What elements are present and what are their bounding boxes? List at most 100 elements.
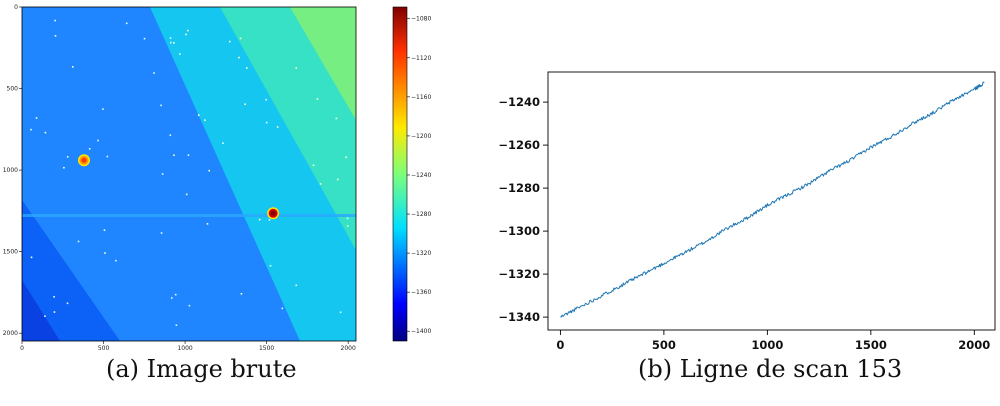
noise-speck	[44, 131, 47, 134]
noise-speck	[316, 98, 319, 100]
heatmap-y-tick-label: 500	[7, 86, 19, 93]
noise-speck	[238, 56, 240, 59]
noise-speck	[169, 134, 172, 137]
noise-speck	[53, 295, 55, 298]
noise-speck	[30, 128, 32, 131]
noise-speck	[175, 324, 178, 326]
colorbar-tick-label: −1280	[411, 211, 431, 218]
scan-line-series	[560, 81, 985, 318]
noise-speck	[30, 256, 33, 259]
colorbar-tick-label: −1200	[411, 133, 431, 140]
noise-speck	[104, 252, 106, 254]
line-y-tick-label: −1320	[498, 267, 540, 281]
noise-speck	[170, 41, 172, 44]
colorbar-tick-label: −1120	[411, 55, 431, 62]
noise-speck	[169, 37, 172, 39]
heatmap-panel: 0 500 1000 1500 2000 0 500 1000 1500 2000	[3, 4, 357, 352]
noise-speck	[222, 142, 224, 144]
noise-speck	[161, 173, 164, 175]
heatmap-y-tick-label: 1500	[3, 249, 18, 256]
noise-speck	[276, 126, 279, 128]
caption-b: (b) Ligne de scan 153	[638, 355, 903, 383]
noise-speck	[228, 40, 231, 43]
noise-speck	[179, 53, 181, 55]
noise-speck	[66, 156, 69, 158]
heatmap-x-tick-label: 0	[20, 345, 24, 352]
noise-speck	[240, 293, 243, 295]
noise-speck	[244, 103, 246, 106]
line-x-tick-label: 500	[652, 338, 676, 352]
noise-speck	[44, 315, 46, 317]
noise-speck	[245, 67, 248, 69]
noise-speck	[312, 164, 315, 167]
line-y-tick-label: −1340	[498, 310, 540, 324]
line-x-tick-label: 0	[556, 338, 564, 352]
colorbar-tick-label: −1360	[411, 289, 431, 296]
noise-speck	[265, 121, 268, 124]
noise-speck	[54, 19, 56, 22]
noise-speck	[160, 232, 163, 234]
colorbar-tick-label: −1320	[411, 250, 431, 257]
line-y-tick-label: −1240	[498, 95, 540, 109]
noise-speck	[197, 114, 200, 116]
noise-speck	[106, 155, 109, 158]
noise-speck	[63, 166, 65, 169]
noise-speck	[102, 108, 104, 110]
noise-specks	[30, 19, 349, 326]
noise-speck	[174, 293, 177, 296]
line-x-tick-label: 2000	[958, 338, 990, 352]
seam-band	[22, 214, 356, 217]
noise-speck	[115, 259, 117, 262]
noise-speck	[170, 297, 173, 299]
heatmap-field	[22, 7, 356, 341]
colorbar-tick-label: −1240	[411, 172, 431, 179]
line-panel: 0 500 1000 1500 2000 −1240 −1260 −1280 −1300 −13…	[498, 71, 996, 352]
noise-speck	[204, 119, 206, 121]
noise-speck	[269, 264, 272, 267]
noise-speck	[335, 117, 338, 120]
noise-speck	[206, 223, 209, 225]
line-x-tick-label: 1500	[855, 338, 887, 352]
noise-speck	[265, 98, 267, 101]
noise-speck	[77, 240, 80, 243]
noise-speck	[339, 311, 342, 314]
heatmap-x-tick-label: 1500	[259, 345, 274, 352]
noise-speck	[35, 117, 38, 119]
colorbar: −1080 −1120 −1160 −1200 −1240 −1280 −1320 −1360…	[392, 6, 431, 342]
heatmap-x-tick-label: 2000	[341, 345, 356, 352]
line-y-tick-label: −1280	[498, 181, 540, 195]
hot-spots	[77, 154, 280, 220]
noise-speck	[345, 156, 347, 159]
heatmap-y-tick-label: 0	[14, 4, 18, 11]
noise-speck	[153, 72, 155, 74]
heatmap-x-tick-label: 1000	[177, 345, 192, 352]
noise-speck	[187, 154, 190, 156]
noise-speck	[173, 42, 175, 44]
noise-speck	[281, 307, 284, 310]
heatmap-x-tick-label: 500	[98, 345, 110, 352]
noise-speck	[173, 154, 175, 157]
noise-speck	[336, 178, 339, 181]
colorbar-tick-label: −1400	[411, 328, 431, 335]
noise-speck	[239, 37, 242, 40]
heatmap-y-tick-label: 2000	[3, 330, 18, 337]
noise-speck	[185, 33, 187, 36]
noise-speck	[188, 304, 191, 307]
noise-speck	[72, 65, 74, 68]
hot-spot	[77, 154, 90, 167]
noise-speck	[319, 183, 322, 185]
noise-speck	[53, 311, 56, 313]
colorbar-tick-label: −1160	[411, 94, 431, 101]
hot-spot	[267, 207, 280, 220]
noise-speck	[66, 302, 69, 305]
caption-a: (a) Image brute	[106, 355, 297, 383]
noise-speck	[103, 229, 106, 231]
noise-speck	[185, 193, 188, 196]
noise-speck	[187, 29, 189, 32]
noise-speck	[295, 284, 298, 287]
noise-speck	[258, 218, 261, 221]
noise-speck	[54, 35, 57, 37]
noise-speck	[295, 67, 298, 69]
line-y-tick-label: −1260	[498, 138, 540, 152]
noise-speck	[143, 37, 146, 40]
